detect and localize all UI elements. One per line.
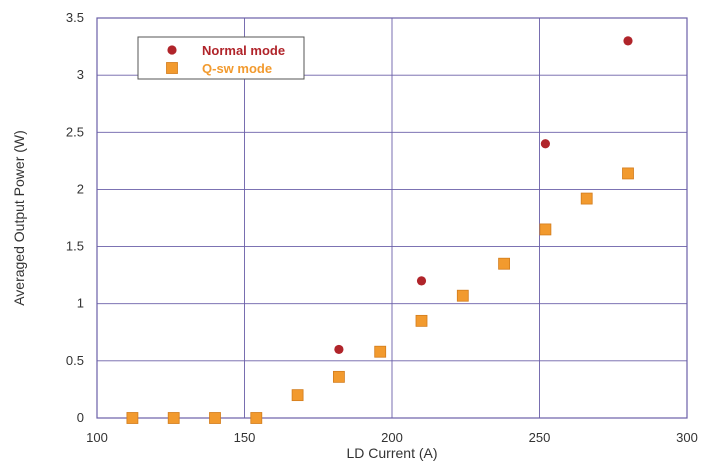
q-sw-mode-point <box>374 345 387 358</box>
q-sw-mode-point <box>250 412 263 424</box>
y-tick-label: 0 <box>77 410 84 425</box>
y-tick-labels: 0 0.5 1 1.5 2 2.5 3 3.5 <box>66 10 84 425</box>
y-tick-label: 2 <box>77 181 84 196</box>
y-tick-label: 3.5 <box>66 10 84 25</box>
legend-marker-qsw <box>166 62 178 74</box>
q-sw-mode-point <box>498 257 511 270</box>
x-tick-label: 200 <box>381 430 403 445</box>
x-tick-label: 100 <box>86 430 108 445</box>
x-tick-label: 150 <box>234 430 256 445</box>
legend-box <box>137 36 305 80</box>
q-sw-mode-point <box>415 314 428 327</box>
x-tick-label: 300 <box>676 430 698 445</box>
q-sw-mode-point <box>622 167 634 180</box>
q-sw-mode-point <box>126 412 139 424</box>
q-sw-mode-point <box>291 389 304 402</box>
y-tick-label: 3 <box>77 67 84 82</box>
normal-mode-point <box>540 139 551 149</box>
plot-frame <box>96 17 688 419</box>
normal-mode-point <box>623 36 633 46</box>
q-sw-mode-point <box>539 223 552 236</box>
q-sw-mode-point <box>332 370 345 383</box>
legend-label: Q-sw mode <box>202 61 272 76</box>
x-tick-label: 250 <box>529 430 551 445</box>
q-sw-mode-point <box>167 412 180 424</box>
x-tick-labels: 100 150 200 250 300 <box>86 430 698 445</box>
normal-mode-point <box>416 276 427 286</box>
y-axis-title: Averaged Output Power (W) <box>11 130 27 306</box>
y-tick-label: 0.5 <box>66 353 84 368</box>
legend: Normal mode Q-sw mode <box>137 36 305 80</box>
normal-mode-point <box>334 344 344 355</box>
x-axis-title: LD Current (A) <box>346 445 437 461</box>
data-points <box>126 36 634 424</box>
y-tick-label: 1.5 <box>66 239 84 254</box>
q-sw-mode-point <box>209 412 221 424</box>
q-sw-mode-point <box>456 289 469 302</box>
q-sw-mode-point <box>580 192 593 205</box>
y-tick-label: 1 <box>77 296 84 311</box>
y-tick-label: 2.5 <box>66 124 84 139</box>
legend-marker-normal <box>167 45 177 55</box>
legend-label: Normal mode <box>202 43 285 58</box>
